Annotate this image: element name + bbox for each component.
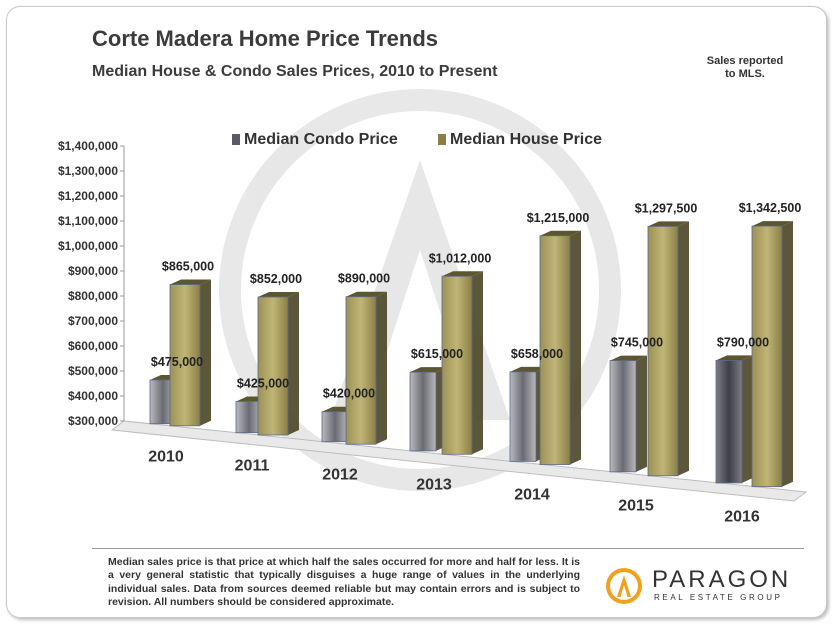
data-label-house-2012: $890,000	[338, 272, 390, 286]
footer-divider	[92, 548, 804, 549]
legend-label-condo: Median Condo Price	[244, 131, 398, 148]
x-tick-label-2012: 2012	[322, 467, 358, 484]
bar-house-2010	[169, 284, 201, 427]
data-label-condo-2014: $658,000	[511, 347, 563, 361]
y-tick-label: $1,400,000	[58, 139, 118, 153]
logo-tagline: REAL ESTATE GROUP	[654, 593, 783, 602]
y-tick-label: $1,000,000	[58, 239, 118, 253]
legend-label-house: Median House Price	[450, 131, 602, 148]
bar-condo-2015-side	[636, 355, 647, 472]
data-label-condo-2010: $475,000	[151, 355, 203, 369]
bar-house-2012	[345, 296, 377, 445]
data-label-condo-2016: $790,000	[717, 335, 769, 349]
bar-house-2012-top	[346, 291, 387, 297]
bar-house-2014-side	[570, 230, 581, 465]
data-label-condo-2011: $425,000	[237, 376, 289, 390]
x-tick-label-2016: 2016	[724, 509, 760, 526]
chart-title: Corte Madera Home Price Trends	[92, 26, 439, 51]
x-tick-label-2010: 2010	[148, 448, 184, 465]
chart-floor	[110, 420, 808, 502]
data-label-condo-2015: $745,000	[611, 336, 663, 350]
bar-house-2010-side	[200, 279, 211, 426]
y-tick-label: $400,000	[68, 389, 118, 403]
bar-condo-2016	[715, 360, 743, 484]
chart-frame	[6, 6, 827, 618]
bar-condo-2014	[509, 371, 537, 462]
data-label-house-2010: $865,000	[162, 260, 214, 274]
y-tick-label: $1,300,000	[58, 164, 118, 178]
y-tick-label: $900,000	[68, 264, 118, 278]
bar-condo-2016-top	[716, 355, 753, 361]
x-tick-label-2011: 2011	[235, 457, 270, 474]
bar-house-2016-side	[782, 221, 793, 487]
y-tick-label: $800,000	[68, 289, 118, 303]
bar-house-2010-top	[170, 279, 211, 285]
bar-house-2015-side	[678, 221, 689, 476]
bar-house-2013-top	[442, 271, 483, 277]
bar-house-2014	[539, 235, 571, 465]
y-tick-label: $1,200,000	[58, 189, 118, 203]
bar-house-2011	[257, 296, 289, 436]
bar-house-2015-top	[648, 221, 689, 227]
x-tick-label-2015: 2015	[618, 498, 654, 515]
bar-house-2015	[647, 226, 679, 477]
bar-house-2013	[441, 275, 473, 455]
bar-house-2014-top	[540, 230, 581, 236]
bar-house-2016	[751, 225, 783, 488]
bar-condo-2012	[321, 411, 349, 443]
legend-swatch-house	[438, 134, 446, 145]
footnote: Median sales price is that price at whic…	[108, 556, 580, 609]
bar-condo-2013	[409, 371, 437, 452]
data-label-condo-2013: $615,000	[411, 347, 463, 361]
y-tick-label: $700,000	[68, 314, 118, 328]
x-tick-label-2013: 2013	[416, 476, 452, 493]
chart-subtitle: Median House & Condo Sales Prices, 2010 …	[92, 63, 498, 80]
bar-house-2013-side	[472, 271, 483, 455]
data-label-house-2011: $852,000	[250, 272, 302, 286]
bar-condo-2015	[609, 360, 637, 473]
bar-condo-2013-top	[410, 367, 447, 373]
data-label-house-2013: $1,012,000	[429, 251, 492, 265]
data-label-house-2016: $1,342,500	[739, 201, 802, 215]
data-label-house-2014: $1,215,000	[527, 211, 590, 225]
bar-house-2011-top	[258, 292, 299, 298]
paragon-logo: PARAGON REAL ESTATE GROUP	[602, 564, 812, 608]
y-tick-label: $1,100,000	[58, 214, 118, 228]
data-label-condo-2012: $420,000	[323, 387, 375, 401]
sales-note-line-1: Sales reported	[706, 55, 784, 67]
bar-condo-2014-top	[510, 366, 547, 372]
bar-house-2016-top	[752, 221, 793, 227]
bar-condo-2015-top	[610, 355, 647, 361]
y-tick-label: $600,000	[68, 339, 118, 353]
bar-chart: $300,000 $400,000 $500,000 $600,000 $700,000…	[58, 89, 808, 526]
x-tick-label-2014: 2014	[514, 487, 550, 504]
sales-note: Sales reported to MLS.	[690, 55, 800, 81]
y-tick-label: $500,000	[68, 364, 118, 378]
logo-name: PARAGON	[652, 566, 792, 593]
sales-note-line-2: to MLS.	[725, 68, 765, 80]
bar-house-2012-side	[376, 291, 387, 445]
data-label-house-2015: $1,297,500	[635, 201, 698, 215]
y-tick-label: $300,000	[68, 414, 118, 428]
bar-condo-2016-side	[742, 355, 753, 483]
legend-swatch-condo	[232, 134, 240, 145]
paragon-emblem-icon	[606, 568, 642, 604]
bar-house-2011-side	[288, 292, 299, 436]
